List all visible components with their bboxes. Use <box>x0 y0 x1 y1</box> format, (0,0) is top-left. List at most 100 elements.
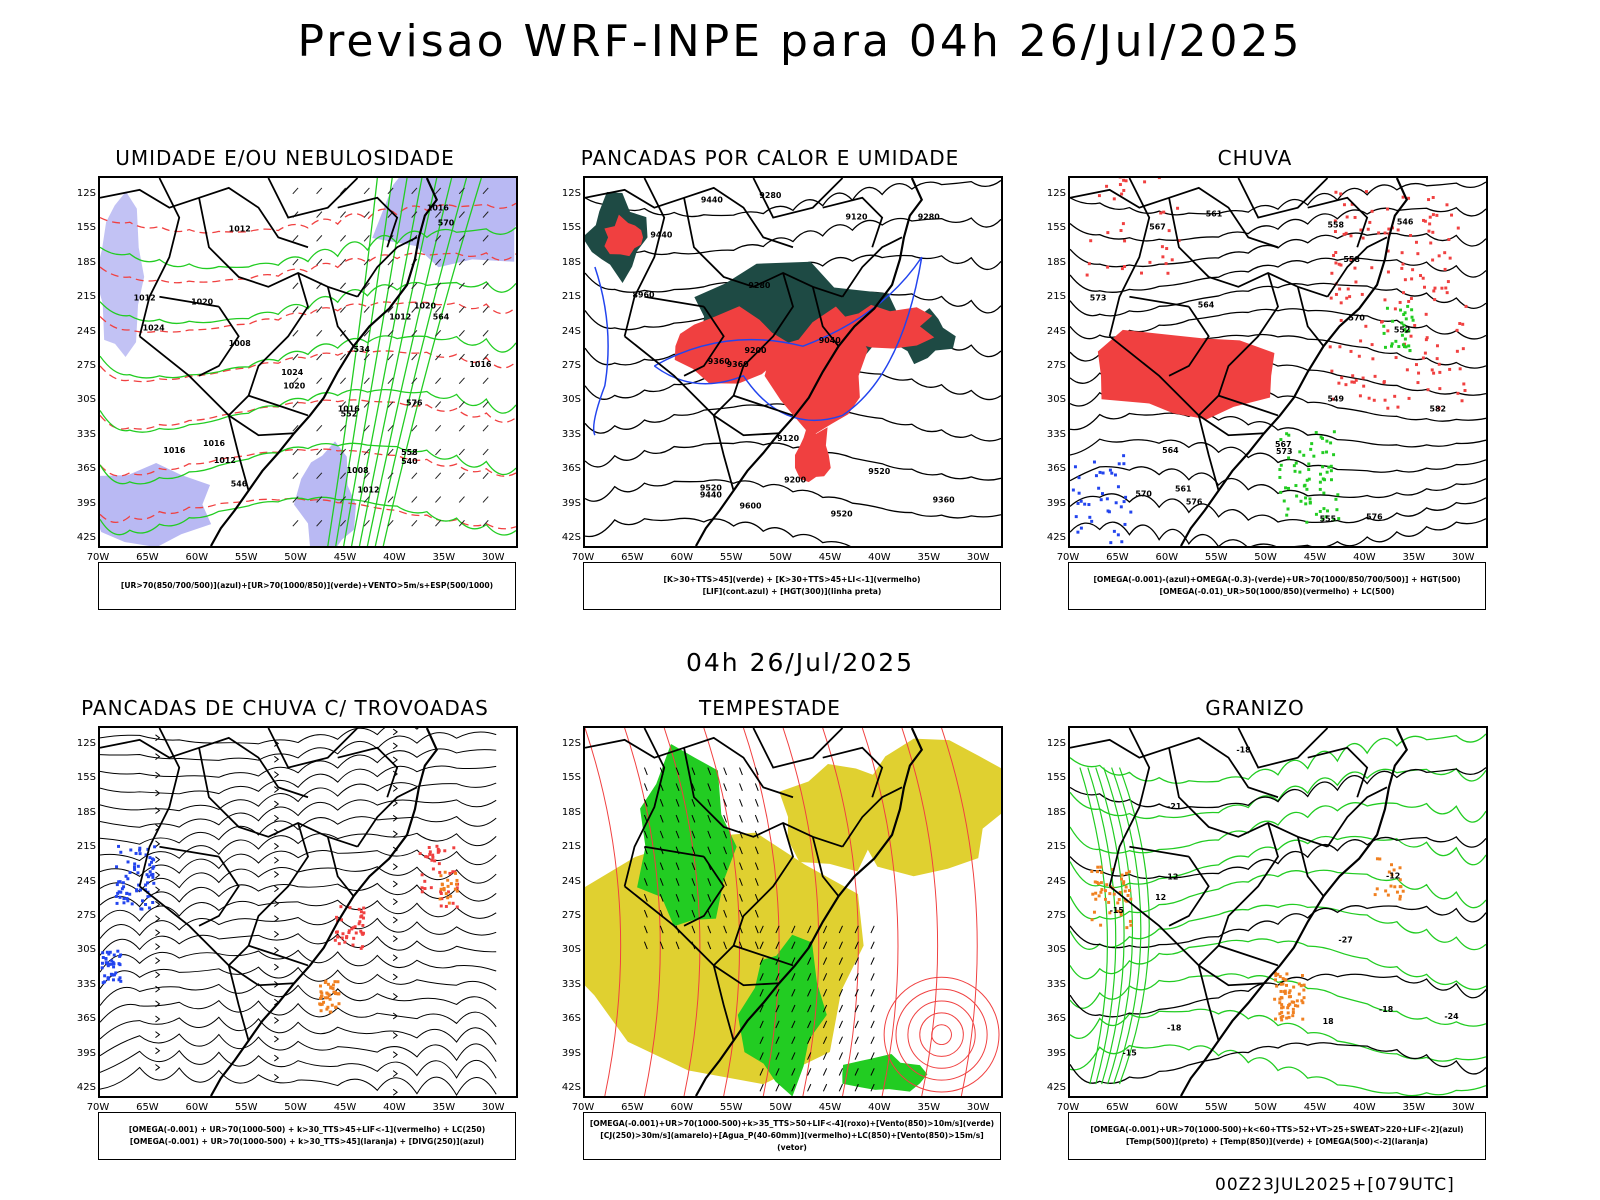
omega-point-orange <box>1094 897 1098 901</box>
latitude-tick-label: 27S <box>76 910 96 921</box>
longitude-tick-label: 65W <box>1106 552 1129 563</box>
rain-point-red <box>1461 322 1465 326</box>
border-line <box>644 845 705 858</box>
omega-point-orange <box>1295 999 1299 1003</box>
storm-point-red <box>429 886 433 890</box>
contour-label: 9440 <box>650 230 673 239</box>
arrow-head <box>155 929 161 937</box>
rain-point-green <box>1278 468 1282 472</box>
rain-point-blue <box>1117 462 1121 466</box>
rain-point-blue <box>1073 465 1077 469</box>
storm-point-orange <box>328 997 332 1001</box>
wind-vector <box>675 783 680 791</box>
map-frame: 9600 9520 9520 9520 9440 9440 9360 9360 9280 9280… <box>583 176 1003 548</box>
border-line <box>1307 196 1369 248</box>
panel-title: PANCADAS DE CHUVA C/ TROVOADAS <box>81 696 489 720</box>
storm-point-orange <box>319 990 323 994</box>
omega-point-orange <box>1278 1001 1282 1005</box>
omega-point-orange <box>1273 971 1277 975</box>
rain-point-green <box>1329 441 1333 445</box>
rain-point-blue <box>1076 530 1080 534</box>
legend-box: [K>30+TTS>45](verde) + [K>30+TTS>45+LI<-… <box>583 562 1001 610</box>
rain-point-blue <box>1122 500 1126 504</box>
omega-point-orange <box>1107 900 1111 904</box>
height-contour <box>1070 181 1486 216</box>
latitude-tick-label: 15S <box>561 772 581 784</box>
contour-label: -12 <box>1164 872 1178 881</box>
rain-point-green <box>1400 321 1404 325</box>
omega-point-orange <box>1281 982 1285 986</box>
wind-vector <box>675 767 680 776</box>
storm-point-red <box>353 925 357 929</box>
divergence-point-blue <box>106 964 110 968</box>
wind-vector <box>316 472 323 480</box>
omega-point-orange <box>1280 1010 1284 1014</box>
latitude-tick-label: 30S <box>561 394 581 406</box>
latitude-tick-label: 36S <box>561 1013 581 1025</box>
wind-vector <box>659 799 664 807</box>
longitude-tick-label: 55W <box>719 552 743 563</box>
longitude-tick-label: 35W <box>917 1102 941 1113</box>
border-line <box>1168 306 1210 377</box>
rain-point-red <box>1407 396 1411 400</box>
legend-box: [OMEGA(-0.001) + UR>70(1000-500) + k>30_… <box>98 1112 516 1160</box>
wind-vector <box>739 767 743 776</box>
latitude-tick-label: 33S <box>1046 428 1066 440</box>
streamline-red <box>861 728 899 1096</box>
divergence-point-blue <box>150 857 154 861</box>
contour-label: 9280 <box>748 281 771 290</box>
wind-vector <box>822 1020 828 1029</box>
wind-vector <box>838 1004 843 1013</box>
divergence-point-blue <box>148 863 152 867</box>
rain-point-red <box>1383 231 1387 235</box>
rain-point-red <box>1122 178 1126 182</box>
latitude-tick-label: 18S <box>76 806 96 818</box>
wind-vector <box>759 988 764 997</box>
humidity-area-blue <box>372 178 516 268</box>
omega-point-orange <box>1387 870 1391 874</box>
rain-point-red <box>1377 231 1381 235</box>
temp500-contour <box>1070 905 1486 949</box>
contour-label: 9520 <box>700 484 723 493</box>
storm-point-red <box>352 936 356 940</box>
rain-point-red <box>1427 198 1431 202</box>
rain-point-green <box>1298 470 1302 474</box>
contour-label: 12 <box>1155 893 1166 902</box>
latitude-tick-label: 30S <box>76 394 96 406</box>
wind-vector <box>723 830 727 839</box>
rain-point-red <box>1430 368 1434 372</box>
wind-vector <box>458 377 465 385</box>
rain-point-red <box>1416 381 1420 385</box>
arrow-head <box>392 898 398 906</box>
rain-point-red <box>1342 203 1346 207</box>
omega-point-orange <box>1116 901 1120 905</box>
wind-vector <box>292 377 299 385</box>
temp850-contour <box>1070 733 1486 784</box>
contour-label: -18 <box>1167 1024 1182 1033</box>
arrow-head <box>274 842 280 850</box>
divergence-point-blue <box>114 894 118 898</box>
arrow-head <box>155 943 161 950</box>
border-line <box>585 186 794 249</box>
rain-point-red <box>1334 261 1338 265</box>
contour-label: 567 <box>1149 222 1166 231</box>
streamline <box>100 1033 497 1062</box>
wind-vector <box>387 496 394 503</box>
arrow-head <box>155 1064 161 1071</box>
divergence-point-blue <box>141 899 144 903</box>
divergence-point-blue <box>112 973 116 977</box>
rain-point-green <box>1312 454 1316 458</box>
divergence-point-blue <box>130 902 134 906</box>
storm-point-red <box>351 926 355 930</box>
wind-vector <box>854 1020 859 1029</box>
wind-vector <box>691 783 696 791</box>
wind-vector <box>675 830 680 839</box>
divergence-point-blue <box>116 891 120 895</box>
contour-label: 552 <box>341 409 358 418</box>
wind-vector <box>838 941 843 950</box>
contour-label: 558 <box>1328 220 1345 229</box>
map-frame <box>98 726 518 1098</box>
rain-point-red <box>1122 265 1126 269</box>
border-line <box>1218 944 1279 967</box>
rain-point-red <box>1121 222 1125 226</box>
